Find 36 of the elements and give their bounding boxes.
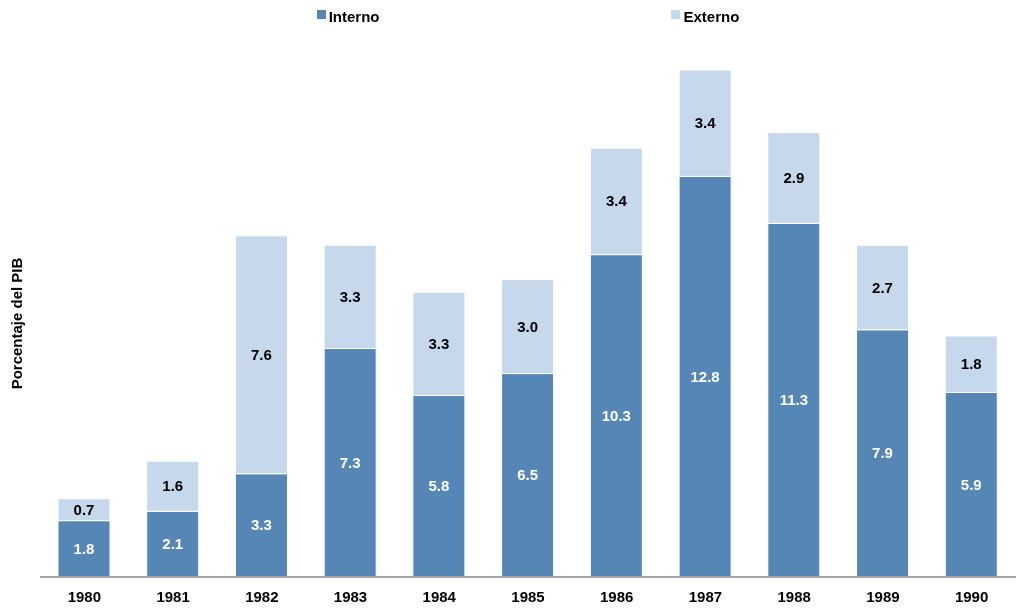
data-label: 7.3 [339, 453, 361, 471]
y-axis-title: Porcentaje del PIB [8, 257, 26, 390]
data-label: 3.0 [517, 317, 539, 335]
data-label: 7.6 [251, 345, 272, 363]
data-label: 3.4 [694, 114, 717, 132]
x-tick-label: 1988 [777, 587, 811, 605]
data-label: 11.3 [779, 391, 809, 409]
data-label: 2.1 [162, 535, 184, 553]
x-tick-label: 1989 [866, 587, 900, 605]
data-label: 7.9 [872, 444, 893, 462]
data-label: 12.8 [690, 367, 720, 385]
data-label: 3.3 [251, 516, 272, 534]
x-tick-label: 1985 [511, 587, 545, 605]
data-label: 3.3 [428, 334, 450, 352]
x-tick-label: 1986 [600, 587, 634, 605]
x-tick-label: 1981 [156, 587, 190, 605]
x-tick-label: 1983 [333, 587, 368, 605]
x-tick-label: 1984 [422, 587, 457, 605]
data-label: 5.9 [960, 475, 982, 493]
data-label: 2.9 [783, 168, 805, 186]
data-label: 3.3 [339, 287, 361, 305]
legend-label: Externo [683, 8, 740, 25]
data-label: 1.8 [960, 355, 982, 373]
data-label: 1.6 [162, 477, 184, 495]
legend-label: Interno [328, 8, 380, 25]
data-label: 0.7 [73, 500, 95, 518]
x-tick-label: 1982 [245, 587, 279, 605]
data-label: 5.8 [428, 477, 450, 495]
data-label: 1.8 [73, 539, 95, 557]
data-label: 10.3 [601, 406, 631, 424]
data-label: 3.4 [605, 192, 628, 210]
data-label: 6.5 [517, 466, 539, 484]
x-tick-label: 1990 [954, 587, 989, 605]
data-label: 2.7 [872, 278, 893, 296]
x-tick-label: 1987 [688, 587, 723, 605]
x-tick-label: 1980 [67, 587, 102, 605]
